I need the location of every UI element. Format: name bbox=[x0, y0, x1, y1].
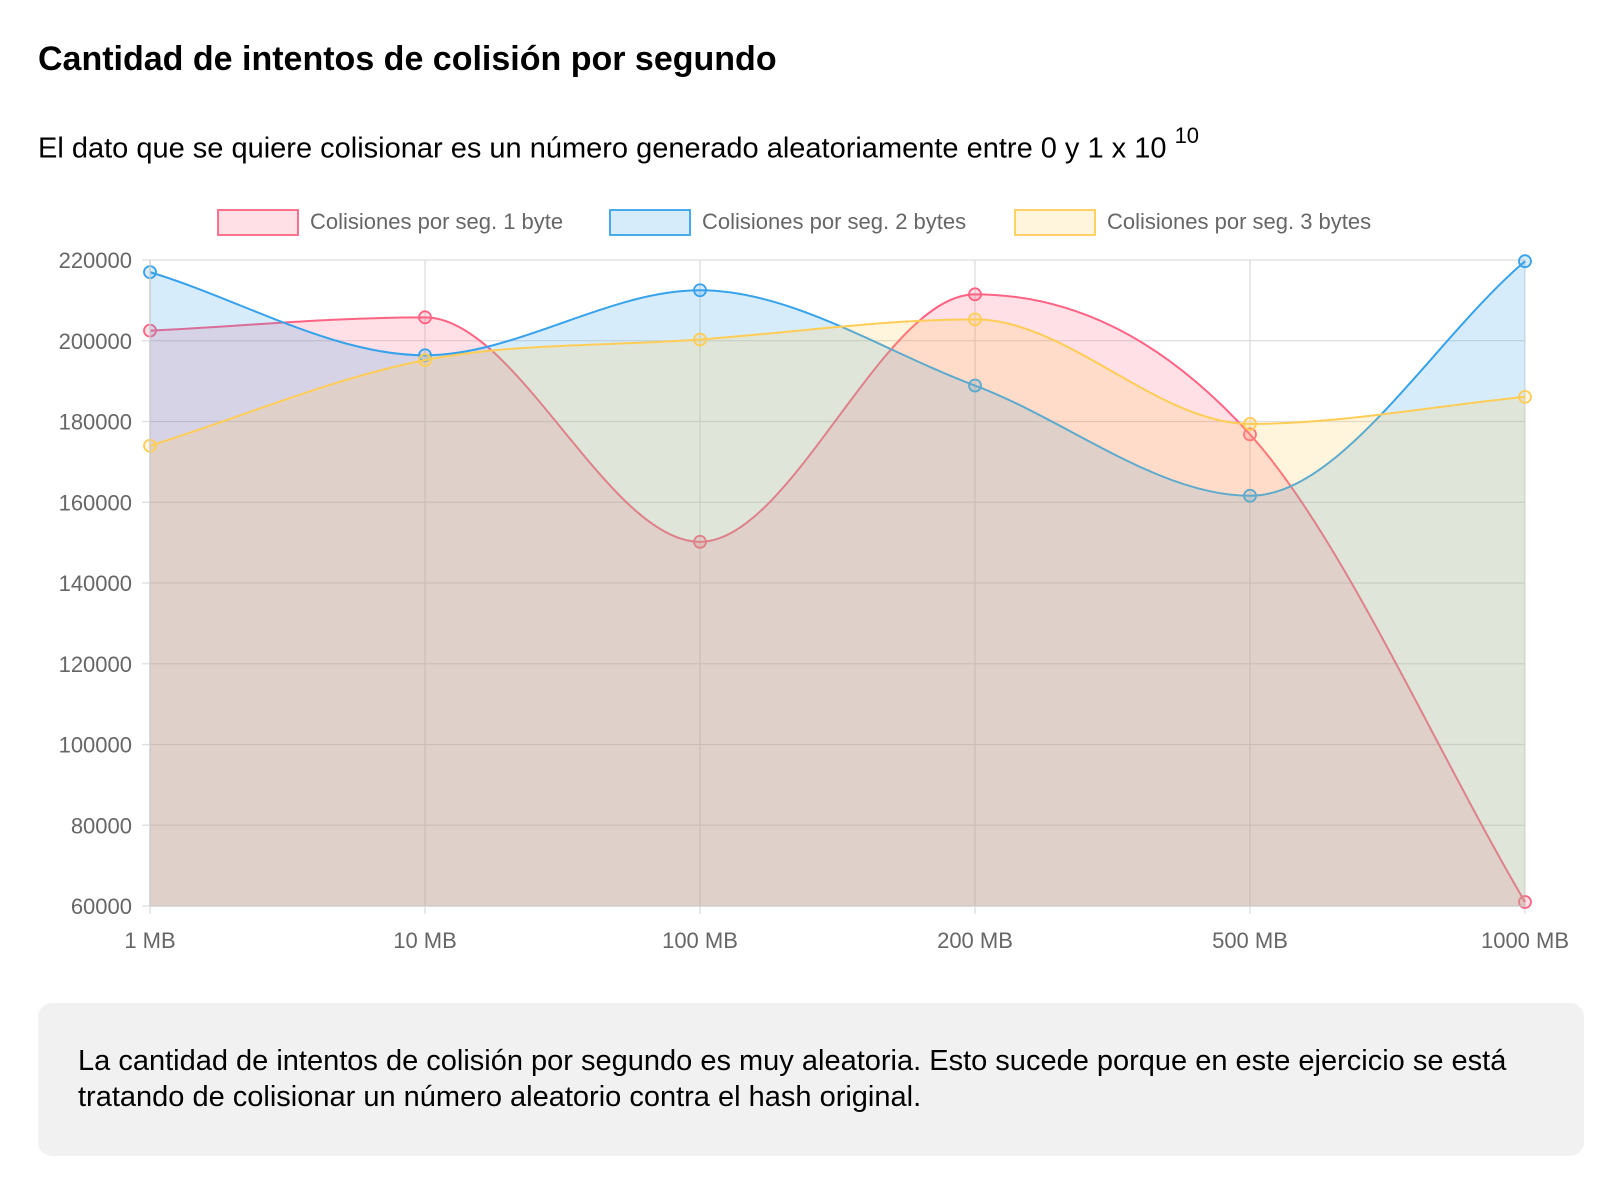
legend-label: Colisiones por seg. 3 bytes bbox=[1107, 209, 1371, 234]
series-3-line bbox=[149, 318, 1526, 447]
y-tick-label: 60000 bbox=[71, 894, 132, 919]
legend-label: Colisiones por seg. 1 byte bbox=[310, 209, 563, 234]
chart-container: 220000 200000 180000 160000 140000 120000 1000… bbox=[0, 190, 1616, 970]
series-1-point bbox=[1243, 427, 1257, 442]
subtitle-exponent: 10 bbox=[1174, 123, 1200, 148]
subtitle-text: El dato que se quiere colisionar es un n… bbox=[38, 132, 1167, 165]
x-tick-label: 500 MB bbox=[1212, 928, 1288, 953]
legend-label: Colisiones por seg. 2 bytes bbox=[702, 209, 966, 234]
y-tick-label: 220000 bbox=[59, 248, 132, 273]
series-1-point bbox=[693, 534, 707, 549]
x-tick-label: 10 MB bbox=[393, 928, 457, 953]
y-tick-label: 80000 bbox=[71, 813, 132, 838]
y-tick-label: 100000 bbox=[59, 733, 132, 758]
series-3-point bbox=[693, 332, 707, 347]
y-tick-label: 140000 bbox=[59, 571, 132, 596]
series-1-point bbox=[968, 287, 982, 302]
x-tick-label: 100 MB bbox=[662, 928, 738, 953]
y-tick-label: 120000 bbox=[59, 652, 132, 677]
y-tick-label: 180000 bbox=[59, 410, 132, 435]
series-2-point bbox=[693, 283, 707, 298]
series-2-point bbox=[968, 378, 982, 393]
series-2-point bbox=[1518, 254, 1532, 269]
x-tick-label: 1 MB bbox=[124, 928, 175, 953]
series-3-area bbox=[150, 319, 1525, 906]
series-2-point bbox=[418, 348, 432, 363]
series-1-line bbox=[149, 293, 1526, 903]
series-1-point bbox=[1518, 895, 1532, 909]
y-tick-label: 200000 bbox=[59, 329, 132, 354]
y-tick-label: 160000 bbox=[59, 490, 132, 515]
page-title: Cantidad de intentos de colisión por seg… bbox=[38, 40, 777, 78]
legend-swatch bbox=[609, 209, 691, 236]
series-1-area bbox=[150, 294, 1525, 907]
series-2-area bbox=[150, 261, 1525, 906]
x-tick-label: 1000 MB bbox=[1481, 928, 1569, 953]
series-1-point bbox=[418, 310, 432, 325]
series-2-line bbox=[149, 260, 1526, 497]
legend-swatch bbox=[1014, 209, 1096, 236]
note-box: La cantidad de intentos de colisión por … bbox=[38, 1003, 1584, 1156]
series-3-point bbox=[418, 353, 432, 368]
series-2-point bbox=[1243, 488, 1257, 503]
series-3-point bbox=[1518, 389, 1532, 404]
x-tick-label: 200 MB bbox=[937, 928, 1013, 953]
page-subtitle: El dato que se quiere colisionar es un n… bbox=[38, 123, 1199, 166]
series-3-point bbox=[968, 312, 982, 327]
series-3-point bbox=[1243, 417, 1257, 431]
note-text: La cantidad de intentos de colisión por … bbox=[78, 1045, 1507, 1113]
legend-swatch bbox=[217, 209, 299, 236]
area-chart: 220000 200000 180000 160000 140000 120000 1000… bbox=[59, 209, 1569, 953]
